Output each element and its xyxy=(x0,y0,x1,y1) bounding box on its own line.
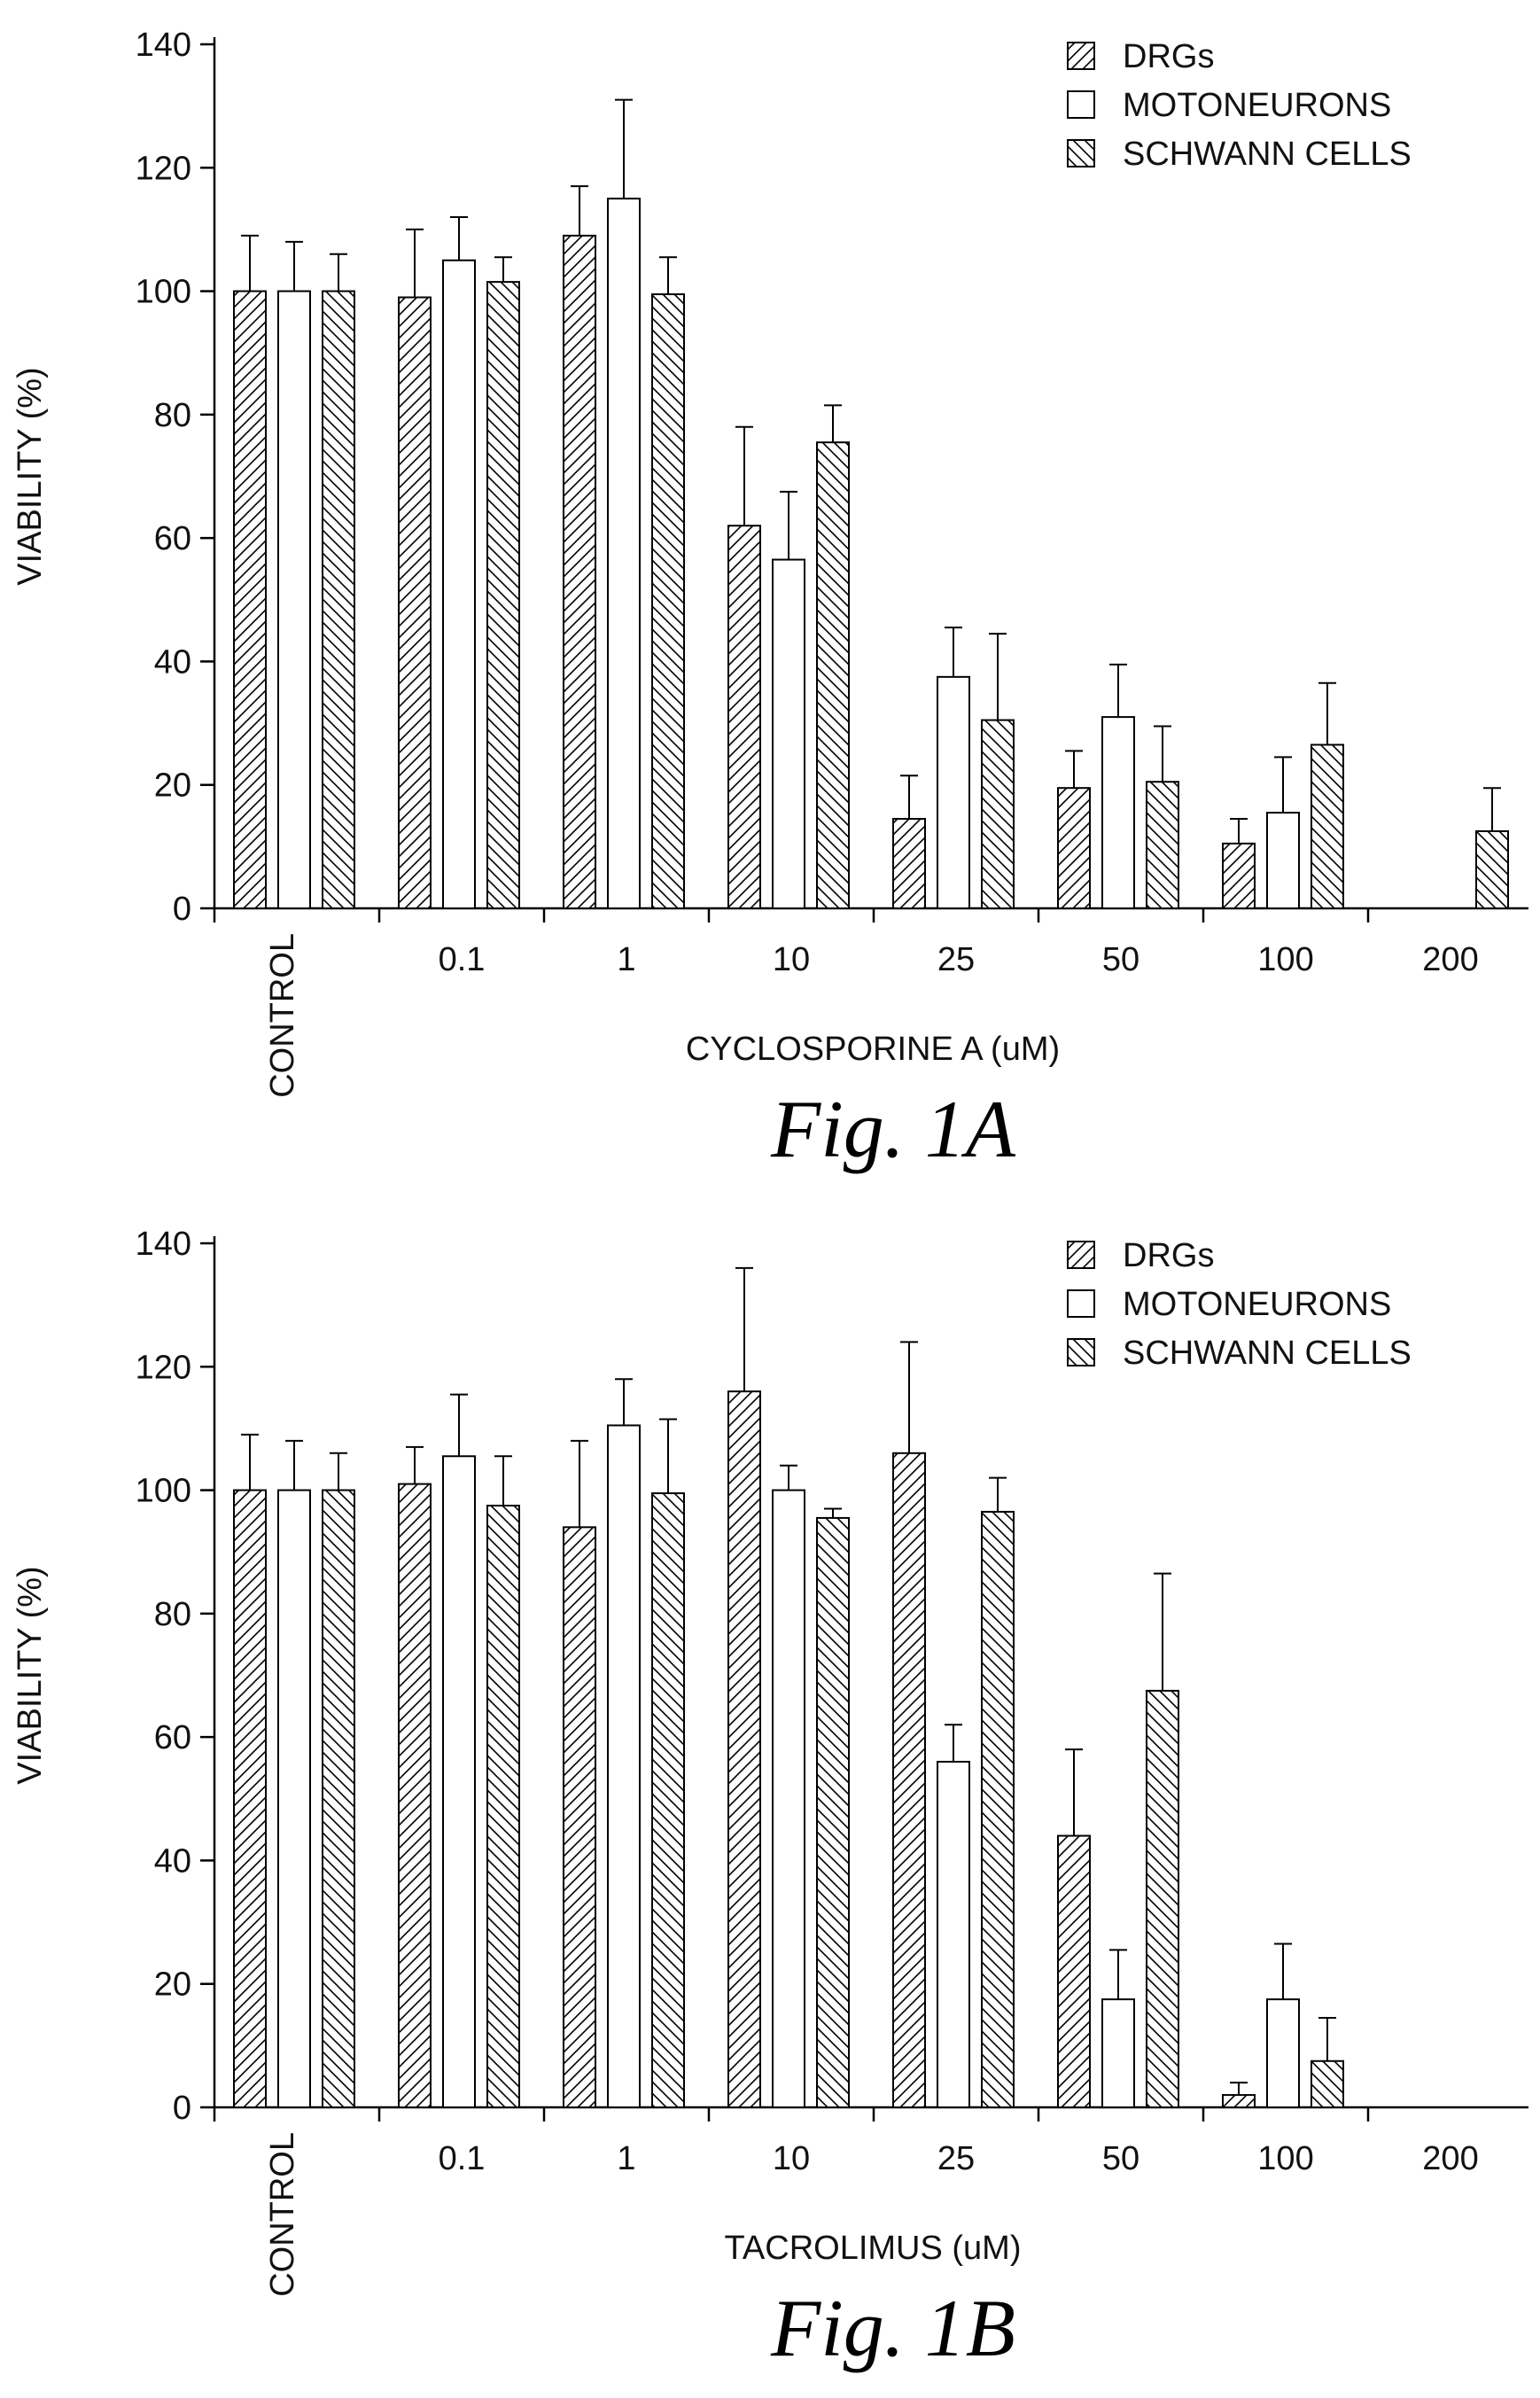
x-tick-label: 25 xyxy=(937,2140,975,2177)
y-tick-label: 40 xyxy=(154,1842,191,1880)
x-tick-label: 1 xyxy=(617,2140,635,2177)
legend-swatch xyxy=(1067,90,1095,119)
bar xyxy=(233,290,267,910)
bar xyxy=(1311,744,1344,909)
bar xyxy=(442,1455,476,2108)
legend-label: MOTONEURONS xyxy=(1123,87,1391,124)
bar xyxy=(1101,716,1135,909)
y-tick-label: 100 xyxy=(136,274,191,311)
y-tick-label: 100 xyxy=(136,1473,191,1510)
x-tick-label: 0.1 xyxy=(439,2140,486,2177)
y-tick-label: 80 xyxy=(154,397,191,434)
x-tick-label: 1 xyxy=(617,941,635,978)
bar xyxy=(233,1489,267,2109)
bar xyxy=(981,719,1015,910)
x-tick-label: 50 xyxy=(1102,941,1139,978)
bar xyxy=(1266,812,1300,910)
x-tick-label: 25 xyxy=(937,941,975,978)
bar xyxy=(937,1761,970,2108)
bar xyxy=(607,198,641,910)
x-axis-title: TACROLIMUS (uM) xyxy=(725,2230,1022,2267)
bar xyxy=(1475,829,1509,909)
bar xyxy=(322,290,355,910)
bar xyxy=(442,259,476,909)
bar xyxy=(322,1489,355,2109)
y-tick-label: 120 xyxy=(136,150,191,187)
y-tick-label: 80 xyxy=(154,1596,191,1633)
bar xyxy=(772,558,805,910)
bar xyxy=(1266,1998,1300,2108)
bar xyxy=(816,441,850,910)
bar xyxy=(937,675,970,909)
bar xyxy=(727,525,761,909)
y-tick-label: 120 xyxy=(136,1349,191,1386)
x-tick-label: 10 xyxy=(773,941,810,978)
bar xyxy=(892,1452,926,2108)
bar xyxy=(607,1424,641,2109)
bar xyxy=(486,281,520,909)
legend-swatch xyxy=(1067,42,1095,70)
bar xyxy=(486,1504,520,2109)
y-tick-label: 0 xyxy=(173,891,191,928)
bar xyxy=(398,1483,432,2109)
y-tick-label: 20 xyxy=(154,767,191,805)
y-tick-label: 60 xyxy=(154,1719,191,1756)
y-axis-title: VIABILITY (%) xyxy=(12,367,49,585)
bar xyxy=(1057,787,1091,909)
chart-1b: 0 20 40 60 80 100 120 140 CONTROL 0.1 1 10 25 50 100 20… xyxy=(12,1226,1528,2373)
bar xyxy=(1311,2059,1344,2109)
x-tick-label: 10 xyxy=(773,2140,810,2177)
bar xyxy=(1146,1689,1179,2108)
y-tick-label: 20 xyxy=(154,1966,191,2004)
bar xyxy=(563,234,596,909)
legend-swatch xyxy=(1067,1289,1095,1318)
legend-swatch xyxy=(1067,1241,1095,1269)
figure-1b: 0 20 40 60 80 100 120 140 CONTROL 0.1 1 10 25 50 100 20… xyxy=(0,1199,1540,2398)
legend-label: SCHWANN CELLS xyxy=(1123,136,1412,173)
bar xyxy=(398,296,432,909)
figure-caption: Fig. 1A xyxy=(770,1084,1016,1174)
bar xyxy=(1222,842,1256,909)
y-tick-label: 40 xyxy=(154,643,191,681)
x-tick-label: 50 xyxy=(1102,2140,1139,2177)
bar xyxy=(727,1390,761,2108)
figure-1a: 0 20 40 60 80 100 120 140 CONTROL 0.1 1 10 25 50 100 20… xyxy=(12,27,1528,1174)
bar xyxy=(651,1492,685,2108)
legend-label: MOTONEURONS xyxy=(1123,1286,1391,1323)
bar xyxy=(277,290,311,910)
bar xyxy=(772,1489,805,2109)
legend-swatch xyxy=(1067,1338,1095,1366)
legend-label: DRGs xyxy=(1123,1237,1214,1274)
bar xyxy=(563,1526,596,2109)
y-axis-title: VIABILITY (%) xyxy=(12,1566,49,1784)
bar xyxy=(892,818,926,910)
bar xyxy=(277,1489,311,2109)
x-tick-label: 0.1 xyxy=(439,941,486,978)
figure-caption: Fig. 1B xyxy=(770,2283,1015,2373)
bar xyxy=(816,1516,850,2108)
chart-1a: 0 20 40 60 80 100 120 140 CONTROL 0.1 1 10 25 50 100 20… xyxy=(12,27,1528,1174)
y-tick-label: 0 xyxy=(173,2090,191,2127)
x-tick-label: 100 xyxy=(1257,941,1313,978)
legend-label: SCHWANN CELLS xyxy=(1123,1335,1412,1372)
x-tick-label: CONTROL xyxy=(264,2132,301,2297)
x-tick-label: 100 xyxy=(1257,2140,1313,2177)
y-tick-label: 140 xyxy=(136,1226,191,1263)
bar xyxy=(981,1510,1015,2109)
bar xyxy=(1101,1998,1135,2108)
y-tick-label: 140 xyxy=(136,27,191,64)
x-axis-title: CYCLOSPORINE A (uM) xyxy=(686,1031,1060,1068)
bar xyxy=(651,293,685,909)
y-tick-label: 60 xyxy=(154,520,191,557)
x-tick-label: CONTROL xyxy=(264,933,301,1098)
bar xyxy=(1222,2094,1256,2108)
x-tick-label: 200 xyxy=(1422,2140,1478,2177)
bar xyxy=(1057,1834,1091,2108)
bar xyxy=(1146,781,1179,909)
legend-label: DRGs xyxy=(1123,38,1214,75)
x-tick-label: 200 xyxy=(1422,941,1478,978)
legend-swatch xyxy=(1067,139,1095,167)
